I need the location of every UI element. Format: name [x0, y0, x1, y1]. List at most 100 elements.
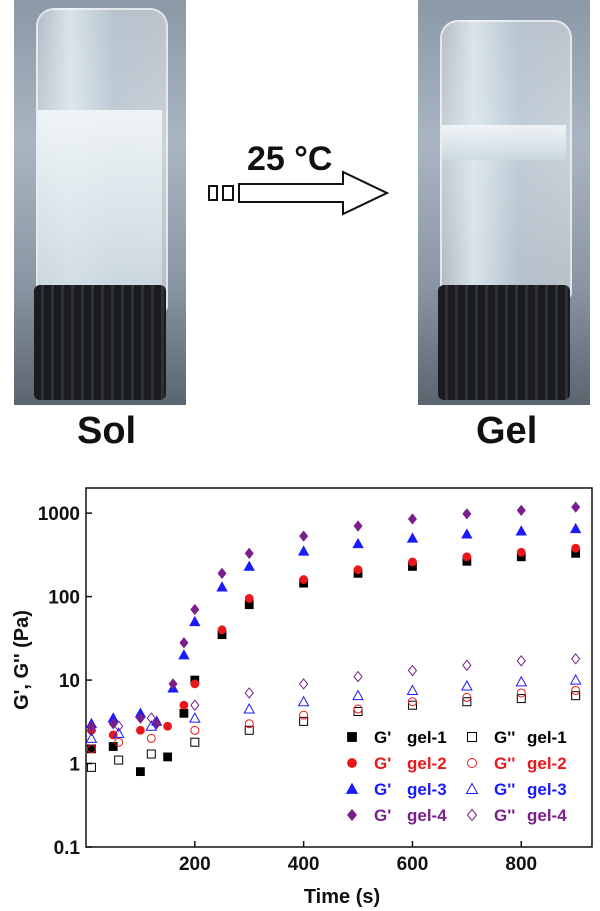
series-gel-3-storage — [85, 522, 582, 729]
series-gel-1-storage — [87, 548, 581, 777]
y-tick-label: 100 — [48, 588, 80, 609]
data-point — [86, 744, 96, 754]
data-point — [407, 700, 417, 710]
data-point — [299, 710, 309, 720]
data-point — [407, 697, 417, 707]
data-point — [406, 532, 419, 543]
legend-item: G'' gel-1 — [467, 728, 567, 747]
data-point — [571, 691, 581, 701]
data-series — [85, 501, 582, 777]
data-point — [136, 725, 145, 735]
data-point — [467, 732, 477, 742]
y-tick-label: 1000 — [38, 504, 80, 525]
x-tick-label: 400 — [288, 854, 320, 875]
data-point — [516, 688, 526, 698]
data-point — [112, 727, 125, 738]
data-point — [353, 704, 363, 714]
data-point — [244, 725, 254, 735]
data-point — [571, 685, 581, 695]
data-point — [163, 721, 173, 731]
data-point — [352, 689, 364, 701]
series-gel-2-loss — [86, 685, 581, 754]
data-point — [462, 508, 472, 520]
data-point — [163, 752, 173, 762]
data-point — [152, 718, 162, 730]
data-point — [244, 594, 254, 603]
data-point — [569, 522, 582, 534]
data-point — [347, 758, 357, 768]
data-point — [190, 737, 200, 747]
data-point — [516, 694, 526, 704]
data-point — [179, 700, 189, 710]
data-point — [297, 695, 310, 707]
data-point — [86, 762, 96, 772]
data-point — [515, 675, 528, 687]
data-point — [353, 565, 363, 575]
legend-label: gel-2 — [407, 754, 447, 773]
data-point — [461, 679, 473, 691]
legend-symbol: G'' — [494, 780, 515, 799]
data-point — [190, 699, 200, 711]
plot-border — [85, 487, 593, 848]
data-point — [571, 501, 581, 513]
legend-symbol: G' — [374, 780, 391, 799]
data-point — [299, 575, 309, 584]
series-gel-1-loss — [86, 691, 581, 772]
data-point — [243, 702, 256, 714]
data-point — [345, 782, 359, 794]
data-point — [135, 712, 145, 724]
data-point — [407, 664, 418, 677]
data-point — [515, 525, 527, 536]
data-point — [216, 581, 228, 592]
data-point — [114, 737, 124, 747]
gel-surface — [442, 125, 566, 160]
series-gel-4-storage — [86, 501, 581, 732]
data-point — [516, 655, 526, 667]
plot-frame — [85, 487, 593, 848]
x-tick-label: 200 — [179, 854, 211, 875]
data-point — [244, 719, 254, 729]
data-point — [516, 547, 526, 557]
data-point — [461, 528, 473, 539]
vial-cap — [34, 285, 166, 400]
data-point — [462, 552, 472, 562]
x-axis-label: Time (s) — [304, 886, 380, 908]
data-point — [243, 560, 255, 571]
sol-vial-photo — [14, 0, 186, 405]
legend-label: gel-1 — [407, 728, 447, 747]
data-point — [571, 652, 581, 665]
data-point — [146, 733, 156, 743]
series-gel-3-loss — [85, 674, 582, 743]
data-point — [407, 513, 417, 525]
data-point — [516, 504, 526, 516]
legend-item: G'' gel-2 — [467, 754, 567, 773]
legend-item: G'' gel-4 — [466, 806, 567, 825]
legend-symbol: G'' — [494, 728, 515, 747]
data-point — [146, 712, 156, 724]
data-point — [406, 684, 419, 695]
data-point — [353, 520, 363, 532]
data-point — [114, 720, 124, 733]
data-point — [462, 659, 472, 672]
data-point — [179, 708, 189, 718]
data-point — [108, 718, 118, 730]
data-point — [108, 742, 118, 751]
legend: G' gel-1 G'' gel-1G' gel-2 G'' gel-2G' gel-3 G''… — [345, 728, 567, 825]
data-point — [346, 808, 358, 822]
data-point — [188, 712, 201, 723]
data-point — [179, 637, 189, 649]
data-point — [244, 547, 254, 559]
data-point — [114, 755, 124, 765]
data-point — [353, 670, 363, 683]
legend-label: gel-3 — [527, 780, 567, 799]
temperature-label: 25 °C — [247, 140, 333, 178]
legend-item: G'' gel-3 — [465, 780, 567, 799]
data-point — [462, 692, 472, 702]
x-axis-ticks: 200 400 600 800 — [179, 841, 537, 875]
legend-label: gel-4 — [407, 806, 447, 825]
y-tick-label: 0.1 — [54, 838, 81, 859]
data-point — [244, 687, 254, 699]
y-tick-label: 1 — [69, 755, 80, 776]
gel-label: Gel — [476, 410, 538, 452]
data-point — [352, 537, 364, 549]
